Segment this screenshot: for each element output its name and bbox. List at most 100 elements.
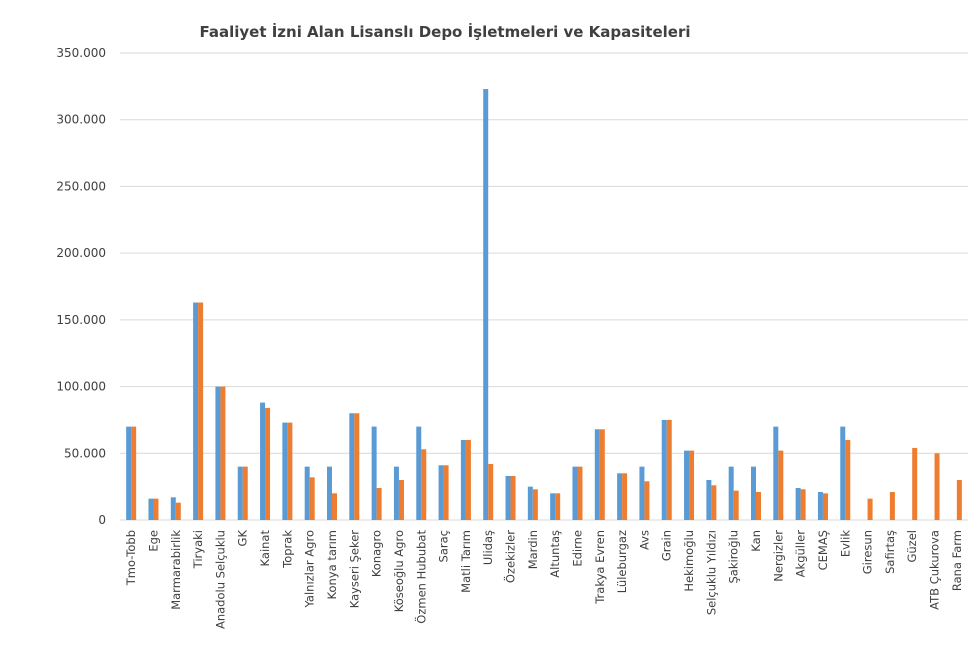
x-tick-label: Altuntaş	[548, 530, 562, 578]
bar-series-2	[822, 493, 828, 520]
bar-series-2	[421, 449, 427, 520]
y-tick-label: 100.000	[56, 380, 106, 394]
bar-series-2	[265, 407, 271, 520]
x-tick-label: Evlik	[838, 530, 852, 557]
bar-series-2	[577, 466, 583, 520]
bar-series-1	[260, 402, 266, 520]
bar-series-1	[728, 466, 734, 520]
x-tick-label: Kan	[749, 530, 763, 552]
bar-series-2	[555, 493, 561, 520]
bar-series-1	[282, 422, 288, 520]
x-tick-label: Grain	[660, 530, 674, 561]
bar-series-1	[572, 466, 578, 520]
x-tick-label: Özekizler	[502, 530, 518, 583]
bar-series-1	[349, 413, 355, 520]
x-tick-label: Nergizler	[771, 530, 785, 582]
bar-series-1	[817, 491, 823, 520]
bar-series-1	[393, 466, 399, 520]
x-tick-label: Safirtaş	[883, 530, 897, 574]
x-tick-label: Konagro	[370, 530, 384, 577]
bar-series-2	[845, 439, 851, 520]
bar-series-1	[773, 426, 779, 520]
bar-series-2	[689, 450, 695, 520]
x-tick-label: Mardin	[526, 530, 540, 569]
bar-series-1	[706, 479, 712, 520]
bar-series-2	[756, 491, 761, 520]
y-tick-label: 350.000	[56, 46, 106, 60]
bar-series-2	[242, 466, 248, 520]
x-tick-label: Tmo-Tobb	[124, 530, 138, 586]
bar-series-1	[527, 486, 533, 520]
x-tick-label: Selçuklu Yıldızı	[704, 530, 718, 615]
bar-series-1	[795, 487, 801, 520]
x-tick-label: Köseoğlu Agro	[392, 530, 406, 612]
y-tick-label: 50.000	[64, 446, 106, 460]
x-tick-label: Edirne	[570, 530, 584, 567]
bar-series-2	[354, 413, 360, 520]
bar-series-2	[778, 450, 784, 520]
x-tick-label: Toprak	[280, 530, 294, 569]
bar-series-1	[639, 466, 645, 520]
bar-series-2	[198, 302, 204, 520]
bar-series-1	[193, 302, 199, 520]
x-tick-label: CEMAŞ	[816, 530, 830, 570]
x-tick-label: Güzel	[905, 530, 919, 563]
x-tick-label: Yalnızlar Agro	[303, 530, 317, 609]
bar-series-1	[327, 466, 332, 520]
bar-series-2	[711, 485, 717, 520]
bar-series-1	[126, 426, 132, 520]
bar-series-1	[438, 465, 444, 520]
bar-series-2	[867, 498, 873, 520]
bar-series-2	[465, 439, 471, 520]
bar-series-2	[398, 479, 404, 520]
bar-series-1	[840, 426, 846, 520]
bar-series-1	[371, 426, 377, 520]
bar-series-2	[622, 473, 628, 520]
chart-title: Faaliyet İzni Alan Lisanslı Depo İşletme…	[199, 22, 690, 41]
bar-series-1	[617, 473, 623, 520]
bar-series-1	[460, 439, 466, 520]
bar-series-1	[304, 466, 310, 520]
x-tick-label: Trakya Evren	[593, 530, 607, 605]
y-axis-ticks: 0 50.000 100.000 150.000 200.000 250.000 300.0…	[56, 46, 106, 527]
bar-series-1	[215, 386, 221, 520]
bar-series-2	[220, 386, 226, 520]
y-tick-label: 150.000	[56, 313, 106, 327]
bar-series-2	[889, 491, 895, 520]
bar-series-2	[912, 447, 918, 520]
y-tick-label: 250.000	[56, 179, 106, 193]
bar-series-2	[131, 426, 137, 520]
x-tick-label: Tiryaki	[191, 530, 205, 569]
x-tick-label: Şakiroğlu	[727, 530, 741, 584]
bar-series-2	[800, 489, 806, 520]
y-tick-label: 300.000	[56, 113, 106, 127]
bar-series-1	[751, 466, 756, 520]
bar-series-2	[733, 490, 739, 520]
x-tick-label: Marmarabirlik	[169, 530, 183, 610]
y-tick-label: 0	[98, 513, 106, 527]
bar-series-1	[237, 466, 243, 520]
x-tick-label: GK	[236, 530, 250, 547]
bar-series-1	[416, 426, 422, 520]
x-tick-label: Ege	[146, 530, 160, 552]
bar-series-2	[309, 477, 315, 520]
bar-series-1	[170, 497, 176, 520]
x-tick-label: Avs	[637, 530, 651, 550]
bar-series-2	[488, 463, 494, 520]
x-tick-label: Kainat	[258, 530, 272, 567]
bar-series-2	[599, 429, 605, 520]
x-tick-label: Akgüller	[794, 530, 808, 578]
bar-series-2	[376, 487, 382, 520]
x-tick-label: Anadolu Selçuklu	[213, 530, 227, 629]
x-axis-ticks: Tmo-Tobb Ege Marmarabirlik Tiryaki Anadolu S…	[124, 530, 964, 629]
bar-series-2	[175, 502, 181, 520]
x-tick-label: Ulidaş	[481, 530, 495, 565]
x-tick-label: Giresun	[861, 530, 875, 574]
bar-series-2	[510, 475, 516, 520]
bar-series-1	[505, 475, 511, 520]
x-tick-label: ATB Çukurova	[928, 530, 942, 610]
bar-series-1	[483, 89, 489, 521]
x-tick-label: Lüleburgaz	[615, 530, 629, 593]
bar-series-1	[550, 493, 556, 520]
